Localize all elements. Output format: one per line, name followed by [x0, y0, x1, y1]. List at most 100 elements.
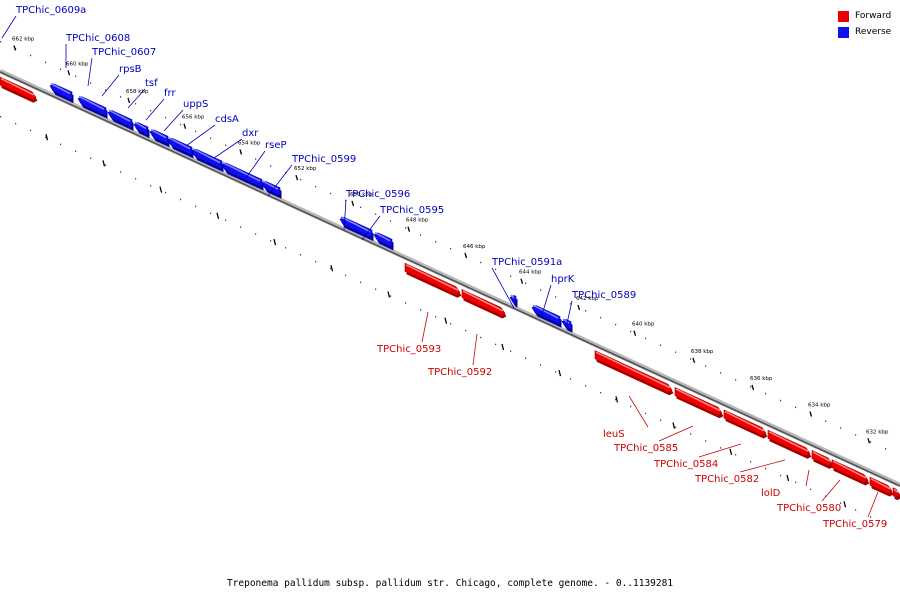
tick-label: 654 kbp — [238, 140, 261, 146]
gene-body — [373, 232, 393, 248]
track-dot — [540, 289, 542, 291]
track-dot — [840, 427, 842, 429]
major-tick — [159, 186, 163, 193]
track-dot — [435, 316, 437, 318]
gene-highlight — [168, 137, 191, 150]
gene-label: TPChic_0582 — [694, 474, 759, 485]
gene-label: TPChic_0589 — [571, 290, 636, 301]
track-dot — [660, 344, 662, 346]
gene-label: TPChic_0609a — [15, 5, 86, 16]
track-dot — [510, 350, 512, 352]
leader-line — [267, 164, 293, 197]
leader-line — [361, 215, 381, 241]
track-dot — [510, 275, 512, 277]
major-tick — [13, 45, 17, 51]
major-tick — [692, 357, 696, 363]
track-dot — [540, 364, 542, 366]
track-dot — [120, 96, 122, 98]
tick-label: 648 kbp — [406, 218, 429, 224]
major-tick — [501, 343, 505, 351]
gene-arrow — [831, 459, 870, 486]
major-tick — [45, 134, 49, 141]
track-dot — [885, 448, 887, 450]
major-tick — [558, 369, 562, 377]
gene-arrow-unlabeled — [0, 76, 38, 103]
track-dot — [780, 474, 782, 477]
leader-line — [185, 124, 216, 147]
track-dot — [765, 392, 767, 395]
track-dot — [360, 281, 362, 283]
track-dot — [555, 296, 557, 298]
gene-label: TPChic_0580 — [776, 503, 841, 514]
gene-arrow — [767, 429, 812, 459]
gene-arrow — [723, 409, 768, 439]
track-dot — [0, 41, 2, 43]
major-tick — [843, 501, 847, 508]
track-dot — [105, 89, 107, 91]
gene-body — [339, 216, 373, 239]
major-tick — [786, 474, 790, 482]
track-dot — [870, 441, 872, 443]
leader-line — [472, 333, 478, 366]
gene-highlight — [462, 290, 504, 312]
track-dot — [525, 357, 527, 359]
tick-label: 634 kbp — [808, 403, 831, 409]
legend-label-reverse: Reverse — [855, 27, 892, 37]
gene-highlight — [150, 128, 167, 139]
track-dot — [600, 317, 602, 319]
genes-layer — [0, 76, 900, 501]
gene-arrow — [509, 294, 518, 308]
leader-line — [245, 150, 266, 179]
track-dot — [750, 386, 752, 388]
track-dot — [435, 241, 437, 243]
track-dot — [735, 379, 737, 381]
gene-label: rseP — [265, 140, 287, 151]
major-tick — [751, 384, 755, 391]
track-dot — [780, 399, 782, 402]
major-tick — [387, 291, 391, 298]
gene-label: hprK — [551, 274, 575, 285]
track-dot — [630, 405, 632, 408]
leader-line — [540, 284, 552, 319]
track-dot — [75, 75, 77, 77]
gene-highlight — [832, 460, 867, 479]
gene-arrow — [77, 95, 108, 119]
track-dot — [675, 426, 677, 428]
track-dot — [675, 351, 677, 353]
gene-arrow — [674, 387, 724, 419]
gene-highlight — [893, 488, 899, 494]
legend-label-forward: Forward — [855, 11, 892, 21]
gene-label: TPChic_0591a — [491, 257, 562, 268]
genome-caption: Treponema pallidum subsp. pallidum str. … — [226, 578, 674, 589]
track-dot — [390, 295, 392, 297]
track-dot — [450, 248, 452, 250]
leader-line — [821, 479, 841, 502]
tick-label: 646 kbp — [463, 244, 486, 250]
major-tick — [809, 411, 813, 417]
major-tick — [615, 396, 619, 403]
track-dot — [300, 179, 302, 181]
gene-arrow — [531, 304, 562, 328]
gene-label: lolD — [761, 488, 781, 499]
gene-label: TPChic_0584 — [653, 459, 718, 470]
gene-body — [167, 137, 193, 156]
gene-arrow — [167, 137, 194, 159]
track-dot — [180, 123, 182, 126]
tick-label: 638 kbp — [691, 349, 714, 355]
track-dot — [405, 227, 407, 229]
track-dot — [195, 205, 197, 208]
gene-highlight — [724, 410, 765, 432]
major-tick — [729, 448, 733, 455]
track-dot — [225, 219, 227, 221]
leader-line — [491, 267, 515, 309]
major-tick — [67, 70, 71, 76]
major-tick — [183, 123, 187, 129]
gene-highlight — [532, 304, 559, 319]
gene-body — [49, 83, 73, 101]
major-tick — [407, 226, 411, 232]
gene-arrow — [594, 350, 674, 396]
tick-label: 636 kbp — [750, 376, 773, 382]
gene-label: leuS — [603, 429, 625, 440]
gene-label: cdsA — [215, 114, 239, 125]
